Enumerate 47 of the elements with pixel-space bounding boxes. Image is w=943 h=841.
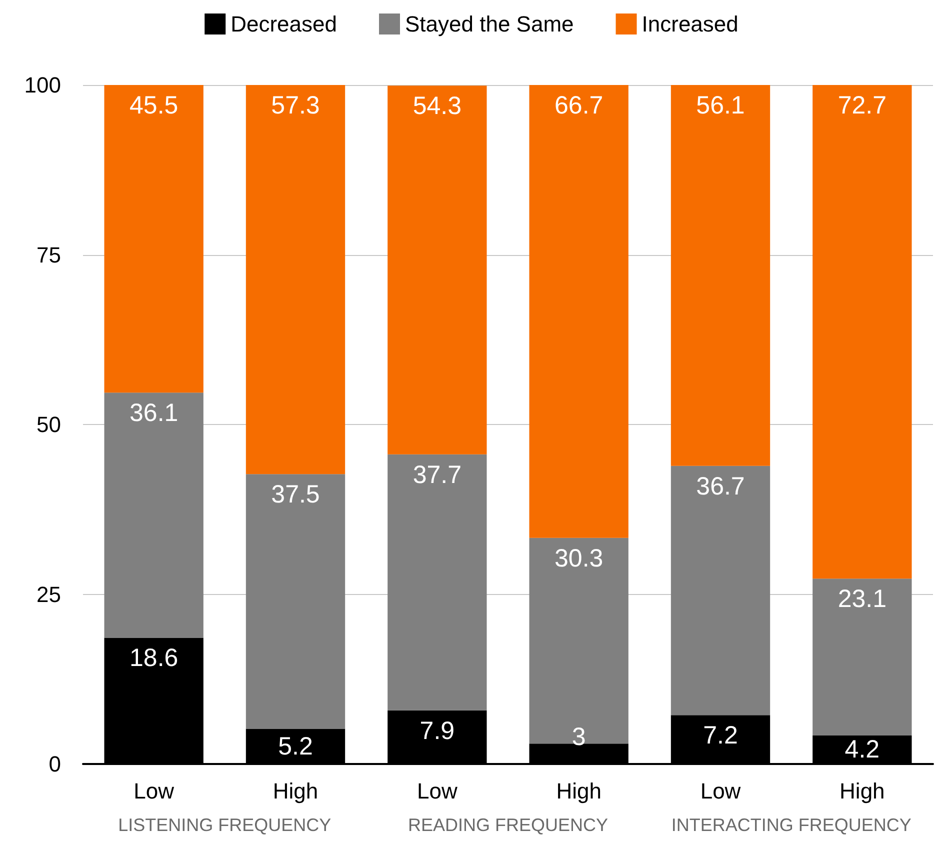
data-label: 45.5	[129, 92, 178, 120]
data-label: 36.7	[696, 472, 745, 500]
x-tick-label: Low	[134, 778, 174, 804]
legend-label: Decreased	[230, 12, 337, 36]
data-label: 57.3	[271, 92, 320, 120]
data-label: 4.2	[844, 736, 880, 764]
bar	[529, 538, 628, 744]
data-label: 72.7	[838, 92, 887, 120]
x-tick-label: High	[272, 778, 318, 804]
bar	[104, 85, 204, 393]
x-tick-label: High	[840, 778, 885, 804]
bar	[246, 474, 346, 729]
y-tick-label: 25	[36, 582, 61, 607]
bar	[670, 466, 770, 716]
text: INTERACTING FREQUENCY	[671, 815, 912, 835]
bar	[529, 85, 628, 538]
bar	[104, 392, 204, 638]
bar	[388, 86, 487, 454]
data-label: 18.6	[129, 644, 178, 672]
bar	[670, 85, 770, 466]
y-tick-label: 50	[36, 412, 61, 437]
data-label: 7.2	[703, 722, 738, 750]
text: LISTENING FREQUENCY	[118, 815, 332, 835]
bar	[812, 578, 912, 736]
legend-label: Stayed the Same	[405, 12, 574, 36]
x-tick-label: High	[556, 778, 602, 804]
data-label: 23.1	[838, 585, 887, 614]
bar	[812, 85, 912, 579]
data-label: 30.3	[554, 544, 604, 572]
bar	[388, 454, 487, 710]
data-label: 3	[572, 723, 586, 752]
data-label: 54.3	[412, 92, 462, 120]
y-tick-label: 75	[36, 242, 61, 268]
y-tick-label: 0	[48, 752, 61, 776]
text: READING FREQUENCY	[408, 815, 608, 835]
x-tick-label: Low	[700, 778, 741, 804]
legend-label: Increased	[642, 12, 738, 36]
y-tick-label: 100	[24, 72, 61, 98]
x-tick-label: Low	[416, 778, 458, 804]
bar	[246, 85, 346, 474]
data-label: 5.2	[278, 732, 313, 760]
data-label: 66.7	[554, 92, 604, 120]
data-label: 36.1	[129, 399, 178, 428]
data-label: 37.5	[271, 480, 320, 509]
data-label: 37.7	[412, 460, 462, 489]
data-label: 7.9	[420, 716, 455, 745]
data-label: 56.1	[696, 92, 745, 120]
